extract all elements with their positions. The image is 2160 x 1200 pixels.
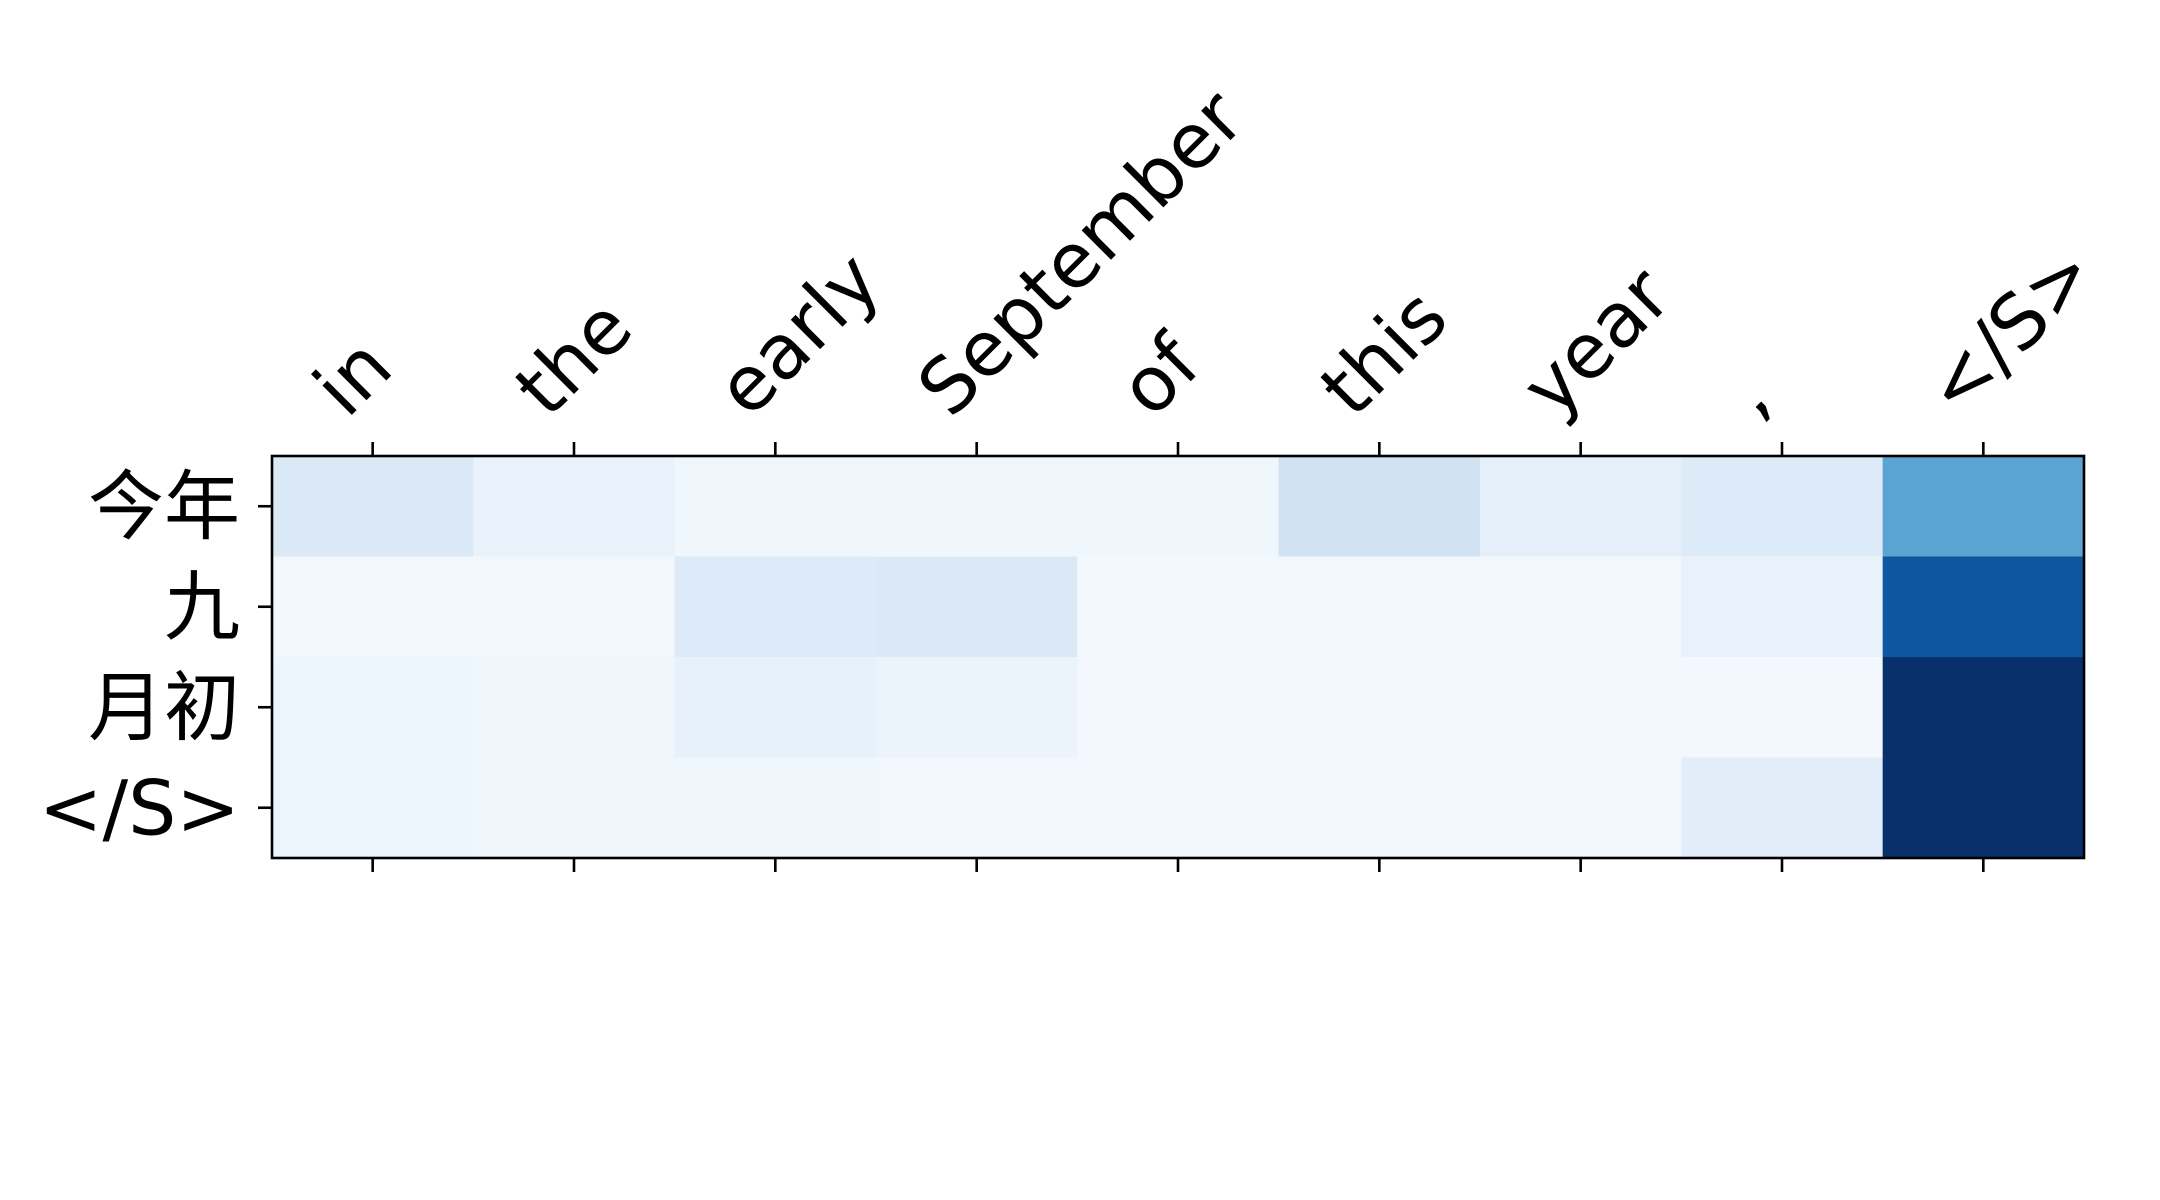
x-tick-label: in [296, 321, 408, 433]
heatmap-cell [1882, 456, 2085, 558]
x-tick-label: the [498, 282, 649, 433]
y-tick-label: 今年 [88, 462, 240, 551]
heatmap-cell [674, 456, 877, 558]
heatmap-cell [876, 556, 1078, 658]
x-tick-label: year [1504, 249, 1687, 432]
heatmap-cell [1480, 657, 1682, 759]
heatmap-cell [1480, 556, 1682, 658]
heatmap-cells [272, 456, 2085, 859]
heatmap-cell [1077, 456, 1280, 558]
heatmap-cell [473, 757, 676, 859]
y-tick-label: </S> [39, 763, 240, 852]
x-tick-label: of [1102, 316, 1218, 432]
heatmap-cell [272, 556, 474, 658]
axis-ticks [258, 442, 1985, 872]
x-tick-label: this [1303, 272, 1464, 433]
heatmap-cell [674, 657, 877, 759]
y-tick-label: 月初 [88, 663, 240, 752]
heatmap-cell [674, 757, 877, 859]
heatmap-cell [1077, 657, 1280, 759]
heatmap-cell [1681, 456, 1884, 558]
heatmap-cell [473, 657, 676, 759]
heatmap-cell [473, 456, 676, 558]
heatmap-cell [1681, 556, 1884, 658]
heatmap-cell [1278, 556, 1481, 658]
heatmap-cell [876, 757, 1078, 859]
heatmap-cell [1480, 456, 1682, 558]
heatmap-cell [1681, 757, 1884, 859]
x-tick-label: early [699, 235, 897, 433]
heatmap-cell [473, 556, 676, 658]
heatmap-cell [1882, 757, 2085, 859]
heatmap-cell [1278, 757, 1481, 859]
heatmap-cell [1278, 456, 1481, 558]
heatmap-cell [1882, 657, 2085, 759]
y-tick-label: 九 [164, 562, 240, 651]
heatmap-cell [674, 556, 877, 658]
heatmap-cell [876, 657, 1078, 759]
heatmap-cell [1077, 757, 1280, 859]
heatmap-cell [1480, 757, 1682, 859]
heatmap-cell [272, 456, 474, 558]
heatmap-cell [876, 456, 1078, 558]
heatmap-cell [1882, 556, 2085, 658]
heatmap-cell [1278, 657, 1481, 759]
heatmap-cell [1077, 556, 1280, 658]
x-tick-label: , [1706, 353, 1786, 433]
heatmap-cell [272, 757, 474, 859]
heatmap-cell [272, 657, 474, 759]
x-tick-label: </S> [1907, 228, 2112, 433]
heatmap-cell [1681, 657, 1884, 759]
